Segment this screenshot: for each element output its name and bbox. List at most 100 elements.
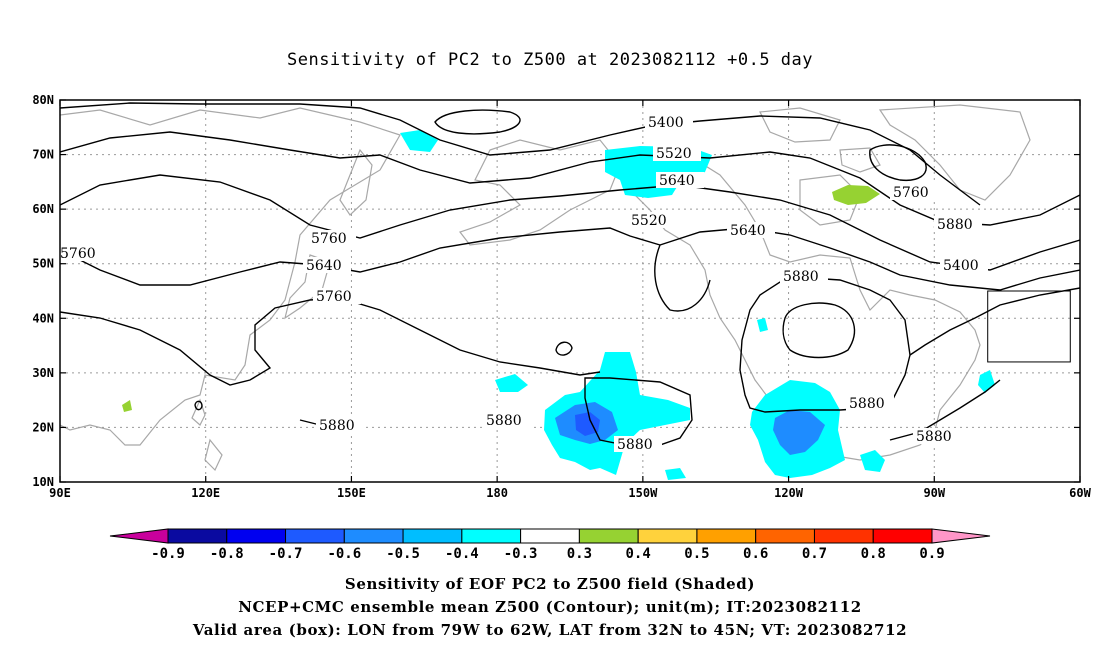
contour-label: 5880: [319, 418, 355, 434]
colorbar-swatch: [402, 528, 463, 544]
coastline-layer: [60, 104, 1031, 472]
contour-label: 5400: [648, 115, 684, 131]
contour-label: 5400: [943, 258, 979, 274]
colorbar-label: 0.6: [743, 546, 768, 562]
coastline-hudson-bay: [799, 174, 861, 226]
shade-cyan-gulf: [860, 450, 885, 472]
colorbar-swatch: [578, 528, 639, 544]
contour-5880-closed-pacific: [584, 377, 693, 446]
contour-label: 5520: [631, 213, 667, 229]
colorbar-label: 0.8: [861, 546, 886, 562]
colorbar-swatch: [343, 528, 404, 544]
colorbar-swatch: [461, 528, 522, 544]
contour-label: 5640: [306, 258, 342, 274]
caption-line-3: Valid area (box): LON from 79W to 62W, L…: [192, 621, 908, 639]
contour-5760-c: [654, 244, 711, 312]
y-tick-label: 60N: [32, 202, 54, 216]
shade-darkblue-subtropical-pacific: [575, 412, 600, 436]
map-frame: [59, 99, 1081, 483]
x-tick-label: 150E: [337, 486, 366, 500]
colorbar-label: -0.9: [151, 546, 185, 562]
contour-label: 5760: [311, 231, 347, 247]
colorbar-swatch: [813, 528, 874, 544]
coastline-greenland: [878, 104, 1031, 201]
shade-cyan-atlantic: [978, 370, 995, 393]
y-tick-label: 20N: [32, 420, 54, 434]
colorbar-label: 0.5: [684, 546, 709, 562]
colorbar-swatch: [167, 528, 228, 544]
contour-label: 5520: [656, 146, 692, 162]
colorbar-label: -0.5: [386, 546, 420, 562]
valid-area-box: [987, 290, 1071, 363]
x-tick-label: 150W: [628, 486, 658, 500]
shade-cyan-small-east: [665, 468, 686, 480]
contour-5880-c: [909, 287, 1080, 356]
y-tick-label: 40N: [32, 311, 54, 325]
colorbar-label: 0.3: [567, 546, 592, 562]
caption-line-2: NCEP+CMC ensemble mean Z500 (Contour); u…: [238, 598, 862, 616]
contour-label: 5640: [659, 173, 695, 189]
map-axes: 90E 120E 150E 180 150W 120W 90W 60W 80N 70N 60N 50N…: [32, 93, 1091, 500]
coastline-north-america: [619, 149, 981, 461]
contour-label: 5880: [916, 429, 952, 445]
colorbar: -0.9 -0.8 -0.7 -0.6 -0.5 -0.4 -0.3 0.3 0.4 0.5 0.6…: [109, 528, 991, 562]
colorbar-label: -0.6: [327, 546, 361, 562]
contour-label: 5880: [486, 413, 522, 429]
colorbar-swatch: [755, 528, 815, 544]
contour-small-closed-asia: [194, 400, 203, 411]
colorbar-label: 0.9: [919, 546, 944, 562]
colorbar-label: -0.7: [269, 546, 303, 562]
coastline-arctic-islands: [759, 107, 881, 173]
shade-cyan-east-us: [757, 318, 768, 332]
contour-label: 5880: [937, 217, 973, 233]
x-tick-label: 60W: [1069, 486, 1091, 500]
shade-cyan-arctic: [400, 130, 438, 152]
contour-label: 5880: [849, 396, 885, 412]
colorbar-swatch: [872, 528, 933, 544]
coastline-kamchatka: [339, 148, 373, 216]
shade-cyan-subtropical-pacific: [544, 352, 690, 475]
shade-green-south-china: [122, 400, 132, 412]
contour-5640: [60, 174, 1080, 271]
contour-5760-b: [659, 227, 1080, 291]
y-tick-label: 70N: [32, 148, 54, 162]
colorbar-swatch: [226, 528, 287, 544]
x-tick-label: 90E: [49, 486, 71, 500]
colorbar-label: -0.3: [504, 546, 538, 562]
y-tick-label: 30N: [32, 366, 54, 380]
coastline-taiwan-philippines: [191, 398, 223, 472]
contour-label: 5760: [316, 289, 352, 305]
contour-5880-b: [739, 277, 911, 413]
chart-title: Sensitivity of PC2 to Z500 at 2023082112…: [286, 50, 813, 70]
x-tick-label: 120E: [191, 486, 220, 500]
contour-label: 5640: [730, 223, 766, 239]
contour-5400-closed-canada: [869, 144, 927, 182]
shade-green-canada: [832, 185, 880, 205]
y-tick-label: 50N: [32, 257, 54, 271]
colorbar-label: 0.4: [626, 546, 651, 562]
y-tick-label: 80N: [32, 93, 54, 107]
contour-labels: 5400 5520 5640 5760 5880 5400 5520 5640 …: [57, 114, 988, 453]
shade-cyan-west-pacific: [495, 374, 528, 392]
contour-5400-a: [60, 102, 981, 206]
shade-blue-mexico-pacific: [773, 410, 825, 455]
colorbar-swatch: [520, 528, 580, 544]
colorbar-label: -0.4: [445, 546, 479, 562]
colorbar-label: -0.8: [210, 546, 244, 562]
x-tick-label: 180: [486, 486, 508, 500]
colorbar-swatch: [637, 528, 698, 544]
coastline-asia: [60, 107, 401, 446]
caption-line-1: Sensitivity of EOF PC2 to Z500 field (Sh…: [344, 575, 756, 593]
contour-5520: [60, 131, 1080, 226]
contour-5400-closed-pacific: [434, 109, 521, 135]
contour-5880-a: [60, 297, 601, 386]
contour-5880-closed-us: [782, 302, 856, 359]
contour-label: 5760: [60, 246, 96, 262]
y-tick-label: 10N: [32, 475, 54, 489]
colorbar-label: 0.7: [802, 546, 827, 562]
colorbar-swatch: [696, 528, 757, 544]
x-tick-label: 90W: [923, 486, 945, 500]
contour-5760-a: [60, 227, 661, 286]
colorbar-high-arrow: [931, 528, 991, 544]
